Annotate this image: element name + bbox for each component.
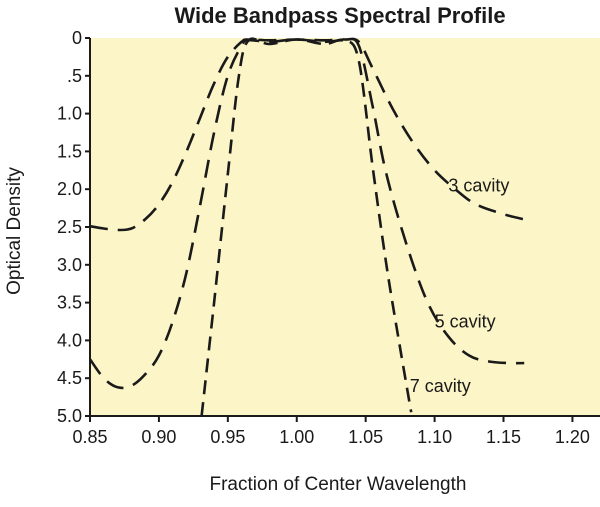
plot-area: 0 .5 1.0 1.5 2.0 2.5 3.0 3.5 4.0 4.5 5.00.85 0.90 0.…	[57, 28, 600, 447]
y-tick-label: 2.0	[57, 179, 82, 199]
x-tick-label: 1.10	[417, 427, 452, 447]
x-tick-label: 0.95	[210, 427, 245, 447]
y-tick-label: 5.0	[57, 406, 82, 426]
y-tick-label: 1.5	[57, 141, 82, 161]
x-tick-label: 0.85	[72, 427, 107, 447]
series-line-7-cavity	[200, 37, 413, 416]
y-tick-label: 4.5	[57, 368, 82, 388]
x-tick-label: 1.05	[348, 427, 383, 447]
annotation-7-cavity: 7 cavity	[410, 376, 471, 396]
chart-title: Wide Bandpass Spectral Profile	[174, 3, 505, 28]
y-tick-label: 4.0	[57, 330, 82, 350]
y-tick-label: 1.0	[57, 104, 82, 124]
x-axis-title: Fraction of Center Wavelength	[210, 474, 467, 495]
y-tick-label: 0	[72, 28, 82, 48]
y-tick-label: 3.5	[57, 293, 82, 313]
y-axis-title: Optical Density	[4, 167, 25, 295]
x-tick-label: 0.90	[141, 427, 176, 447]
annotation-5-cavity: 5 cavity	[435, 312, 496, 332]
x-tick-label: 1.15	[486, 427, 521, 447]
plot-background	[90, 38, 600, 416]
y-tick-label: 2.5	[57, 217, 82, 237]
x-tick-label: 1.20	[555, 427, 590, 447]
y-tick-label: .5	[67, 66, 82, 86]
series-line-3-cavity	[90, 37, 525, 232]
annotation-3-cavity: 3 cavity	[448, 175, 509, 195]
x-tick-label: 1.00	[279, 427, 314, 447]
y-tick-label: 3.0	[57, 255, 82, 275]
